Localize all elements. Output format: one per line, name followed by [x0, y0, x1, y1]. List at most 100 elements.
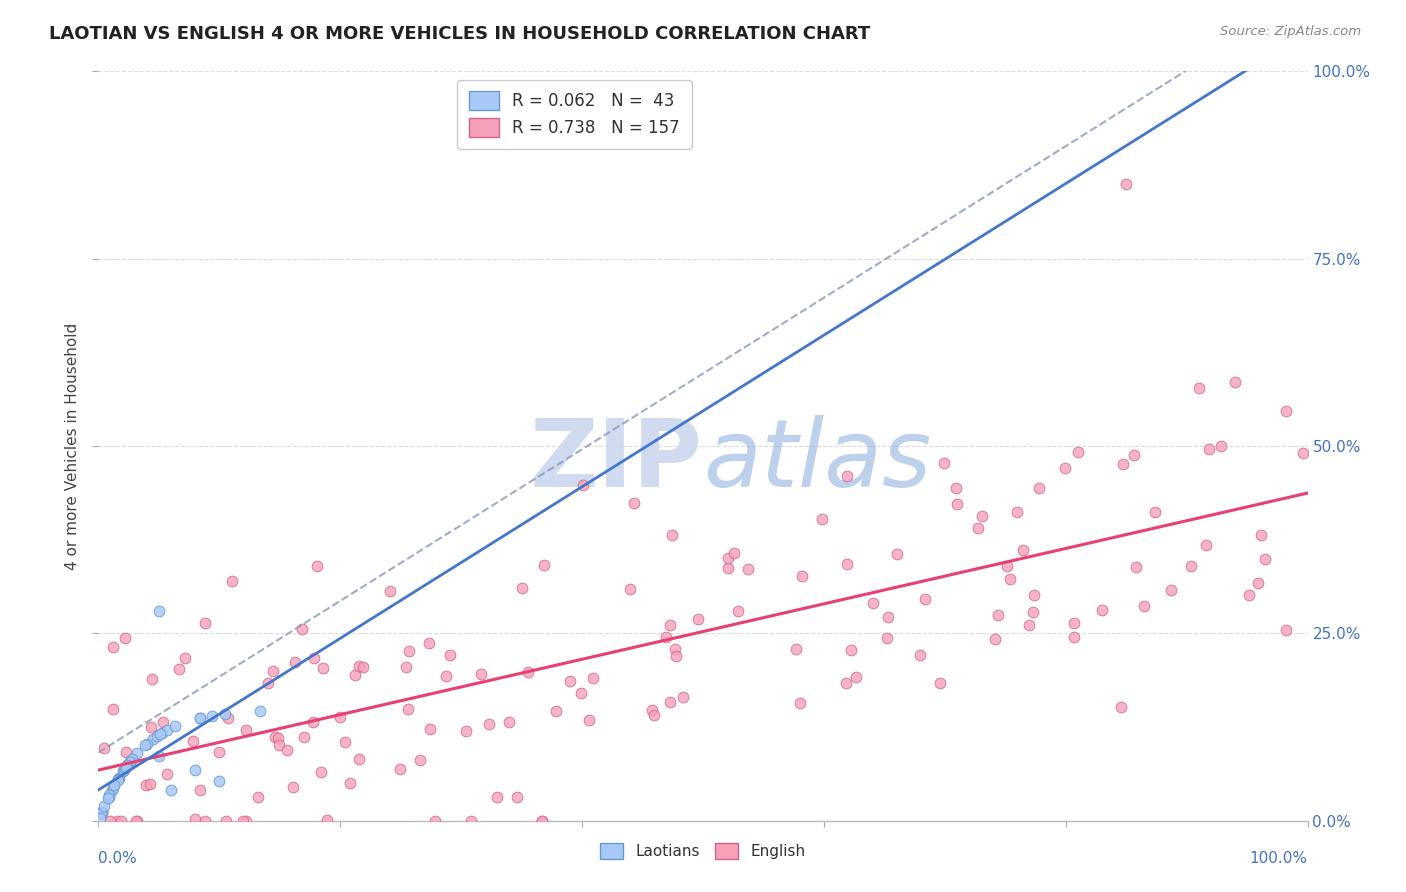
Point	[533, 558, 555, 572]
Point	[396, 702, 419, 716]
Point	[194, 616, 217, 631]
Point	[156, 723, 179, 738]
Point	[115, 745, 138, 759]
Point	[1275, 624, 1298, 638]
Point	[1292, 446, 1315, 460]
Point	[141, 720, 163, 734]
Point	[834, 676, 856, 690]
Point	[409, 753, 432, 767]
Point	[201, 709, 224, 723]
Point	[470, 667, 492, 681]
Point	[810, 512, 832, 526]
Point	[232, 814, 254, 828]
Point	[997, 558, 1019, 573]
Legend: Laotians, English: Laotians, English	[595, 838, 811, 865]
Point	[572, 478, 595, 492]
Point	[309, 765, 332, 780]
Point	[1005, 505, 1028, 519]
Point	[215, 814, 238, 828]
Point	[93, 741, 115, 756]
Point	[516, 665, 538, 679]
Point	[135, 778, 157, 792]
Point	[1022, 605, 1045, 619]
Point	[558, 673, 581, 688]
Point	[1274, 404, 1296, 418]
Point	[101, 781, 124, 796]
Point	[214, 706, 236, 721]
Point	[510, 581, 533, 595]
Point	[945, 481, 967, 495]
Point	[103, 778, 125, 792]
Point	[329, 710, 352, 724]
Text: ZIP: ZIP	[530, 415, 703, 507]
Point	[1253, 552, 1275, 566]
Point	[1188, 381, 1211, 395]
Point	[908, 648, 931, 663]
Point	[339, 775, 361, 789]
Point	[90, 806, 112, 821]
Point	[156, 767, 179, 781]
Point	[485, 789, 508, 804]
Point	[418, 722, 440, 736]
Point	[1250, 528, 1272, 542]
Point	[165, 719, 187, 733]
Point	[1223, 375, 1246, 389]
Point	[98, 814, 121, 828]
Point	[661, 528, 683, 542]
Point	[582, 671, 605, 685]
Point	[1160, 583, 1182, 598]
Point	[643, 708, 665, 723]
Point	[456, 723, 478, 738]
Text: atlas: atlas	[703, 416, 931, 507]
Point	[246, 789, 269, 804]
Point	[1115, 177, 1137, 191]
Point	[267, 738, 290, 752]
Point	[174, 651, 197, 665]
Point	[121, 752, 143, 766]
Point	[659, 618, 682, 632]
Point	[141, 672, 163, 686]
Point	[125, 814, 148, 828]
Point	[115, 760, 138, 774]
Point	[1111, 700, 1133, 714]
Point	[194, 814, 217, 828]
Text: LAOTIAN VS ENGLISH 4 OR MORE VEHICLES IN HOUSEHOLD CORRELATION CHART: LAOTIAN VS ENGLISH 4 OR MORE VEHICLES IN…	[49, 25, 870, 43]
Point	[876, 632, 898, 646]
Point	[107, 814, 129, 828]
Point	[876, 609, 898, 624]
Point	[987, 607, 1010, 622]
Point	[118, 755, 141, 769]
Point	[107, 771, 129, 785]
Point	[267, 731, 290, 746]
Point	[235, 814, 257, 828]
Point	[107, 772, 129, 787]
Point	[347, 751, 370, 765]
Point	[148, 749, 170, 764]
Point	[101, 702, 124, 716]
Point	[886, 547, 908, 561]
Point	[423, 814, 446, 828]
Point	[257, 676, 280, 690]
Point	[418, 636, 440, 650]
Point	[659, 695, 682, 709]
Point	[134, 739, 156, 753]
Point	[737, 562, 759, 576]
Point	[506, 789, 529, 804]
Point	[114, 632, 136, 646]
Point	[914, 591, 936, 606]
Point	[1054, 460, 1077, 475]
Text: Source: ZipAtlas.com: Source: ZipAtlas.com	[1220, 25, 1361, 38]
Point	[1239, 588, 1261, 602]
Point	[1195, 538, 1218, 552]
Point	[169, 662, 191, 676]
Point	[188, 711, 211, 725]
Point	[972, 509, 994, 524]
Point	[347, 658, 370, 673]
Point	[578, 713, 600, 727]
Point	[125, 814, 148, 828]
Point	[544, 704, 567, 718]
Point	[135, 737, 157, 751]
Text: 100.0%: 100.0%	[1250, 851, 1308, 865]
Point	[208, 745, 231, 759]
Point	[262, 665, 284, 679]
